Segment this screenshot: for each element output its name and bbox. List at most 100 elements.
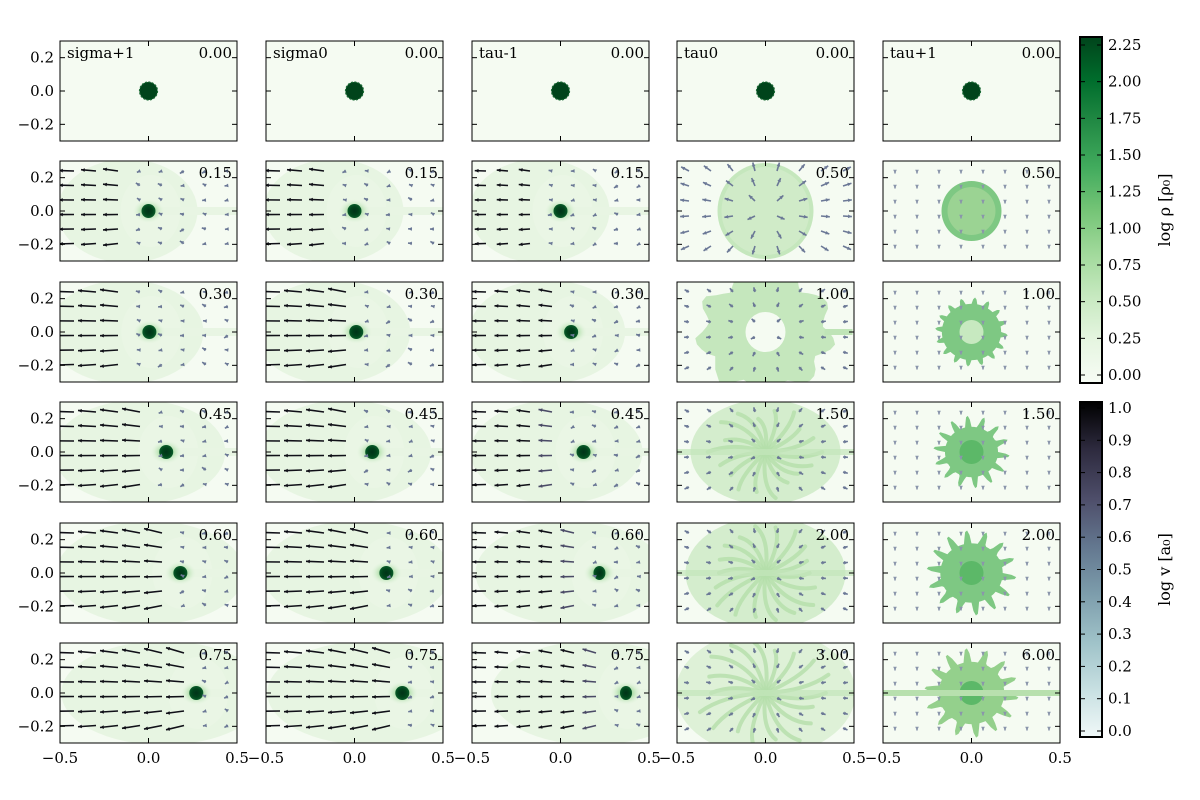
velocity-arrow-head [224,241,229,246]
velocity-arrow-head [342,212,347,217]
velocity-arrow-head [1003,455,1007,460]
velocity-arrow-head [158,304,163,309]
colorbar-tick-label: 0.5 [1108,561,1132,579]
velocity-arrow-head [78,288,82,293]
velocity-arrow-head [724,214,729,219]
velocity-arrow-head [915,561,919,566]
velocity-arrow-head [798,486,803,491]
velocity-arrow-head [959,666,963,671]
panel-sigma0-0.15: 0.15 [265,160,444,262]
filament [763,691,802,743]
y-tick-label: 0.0 [30,443,54,461]
velocity-arrow-head [56,439,60,443]
velocity-arrow-head [122,694,126,699]
cloud-core [576,445,591,459]
velocity-arrow-head [893,365,897,370]
velocity-arrow-head [201,410,207,414]
velocity-arrow-head [777,234,782,239]
velocity-arrow-head [893,214,897,219]
velocity-arrow-head [959,726,963,731]
velocity-arrow-head [1003,561,1007,566]
velocity-arrow-head [636,241,641,246]
velocity-arrow-head [592,348,597,352]
velocity-arrow-head [1025,546,1029,551]
velocity-arrow-head [201,227,206,231]
velocity-arrow-head [538,529,543,533]
velocity-arrow-head [981,696,985,701]
velocity-arrow-head [136,319,142,323]
velocity-arrow-head [262,483,266,487]
velocity-arrow-head [429,362,435,367]
velocity-arrow-head [613,227,618,231]
velocity-arrow-head [775,471,780,477]
velocity-arrow-head [202,241,207,246]
velocity-arrow-head [847,230,852,235]
velocity-arrow-head [386,589,391,593]
velocity-arrow-head [893,440,897,445]
velocity-arrow-head [538,559,543,564]
panel-tau-1-0.15: 0.15 [471,160,650,262]
velocity-arrow-head [408,227,412,231]
velocity-arrow-head [328,590,332,595]
velocity-arrow-head [223,531,229,535]
x-tick-label: −0.5 [248,749,284,767]
velocity-arrow-head [591,319,597,323]
velocity-arrow-head [306,710,310,714]
x-tick-label: 0.0 [754,749,778,767]
velocity-arrow [60,651,75,654]
velocity-arrow-head [707,530,712,534]
velocity-arrow-head [981,229,985,234]
velocity-arrow-head [729,545,734,549]
velocity-arrow-head [959,365,963,370]
velocity-arrow-head [202,347,207,352]
velocity-arrow-head [706,560,711,565]
velocity-arrow-head [937,169,941,174]
velocity-arrow-head [582,648,587,652]
velocity-arrow-head [472,453,477,458]
colorbar-tick-label: 2.25 [1108,36,1141,54]
velocity-arrow-head [684,350,689,355]
velocity-arrow-head [915,546,919,551]
velocity-arrow-head [592,212,598,217]
velocity-arrow-head [937,320,941,325]
velocity-arrow-head [224,468,229,472]
velocity-arrow-head [386,468,391,472]
time-label: 2.00 [1022,526,1055,544]
velocity-arrow-head [78,679,82,684]
velocity-arrow-head [408,197,413,202]
y-tick-label: −0.2 [18,476,54,494]
velocity-arrow-head [266,198,269,202]
y-tick-label: −0.2 [18,717,54,735]
velocity-arrow-head [843,440,848,444]
velocity-arrow-head [78,589,82,594]
x-tick-label: 0.5 [842,749,866,767]
velocity-arrow-head [430,680,435,684]
time-label: 0.75 [611,646,644,664]
velocity-arrow-head [893,576,897,581]
shocked-gas [491,643,649,743]
velocity-arrow-head [592,290,597,294]
velocity-arrow-head [538,318,543,323]
velocity-arrow-head [516,724,521,729]
velocity-arrow-head [684,320,689,324]
y-tick-label: 0.0 [30,564,54,582]
velocity-arrow-head [430,304,436,309]
velocity-arrow-head [684,289,689,294]
velocity-arrow-head [706,727,712,731]
velocity-arrow-head [582,679,587,684]
velocity-arrow-head [844,335,848,339]
velocity-arrow-head [430,333,435,338]
velocity-arrow-head [262,695,266,699]
velocity-arrow-head [636,439,641,443]
velocity-arrow-head [284,318,288,323]
velocity-arrow-head [1025,666,1029,671]
velocity-arrow-head [386,333,391,338]
velocity-arrow-head [262,589,266,593]
velocity-arrow-head [843,650,848,655]
velocity-arrow-head [494,665,499,669]
velocity-arrow-head [180,198,185,202]
velocity-arrow-head [728,680,733,685]
velocity-arrow-head [959,305,963,310]
velocity-arrow-head [103,182,107,187]
velocity-arrow-head [408,168,413,173]
